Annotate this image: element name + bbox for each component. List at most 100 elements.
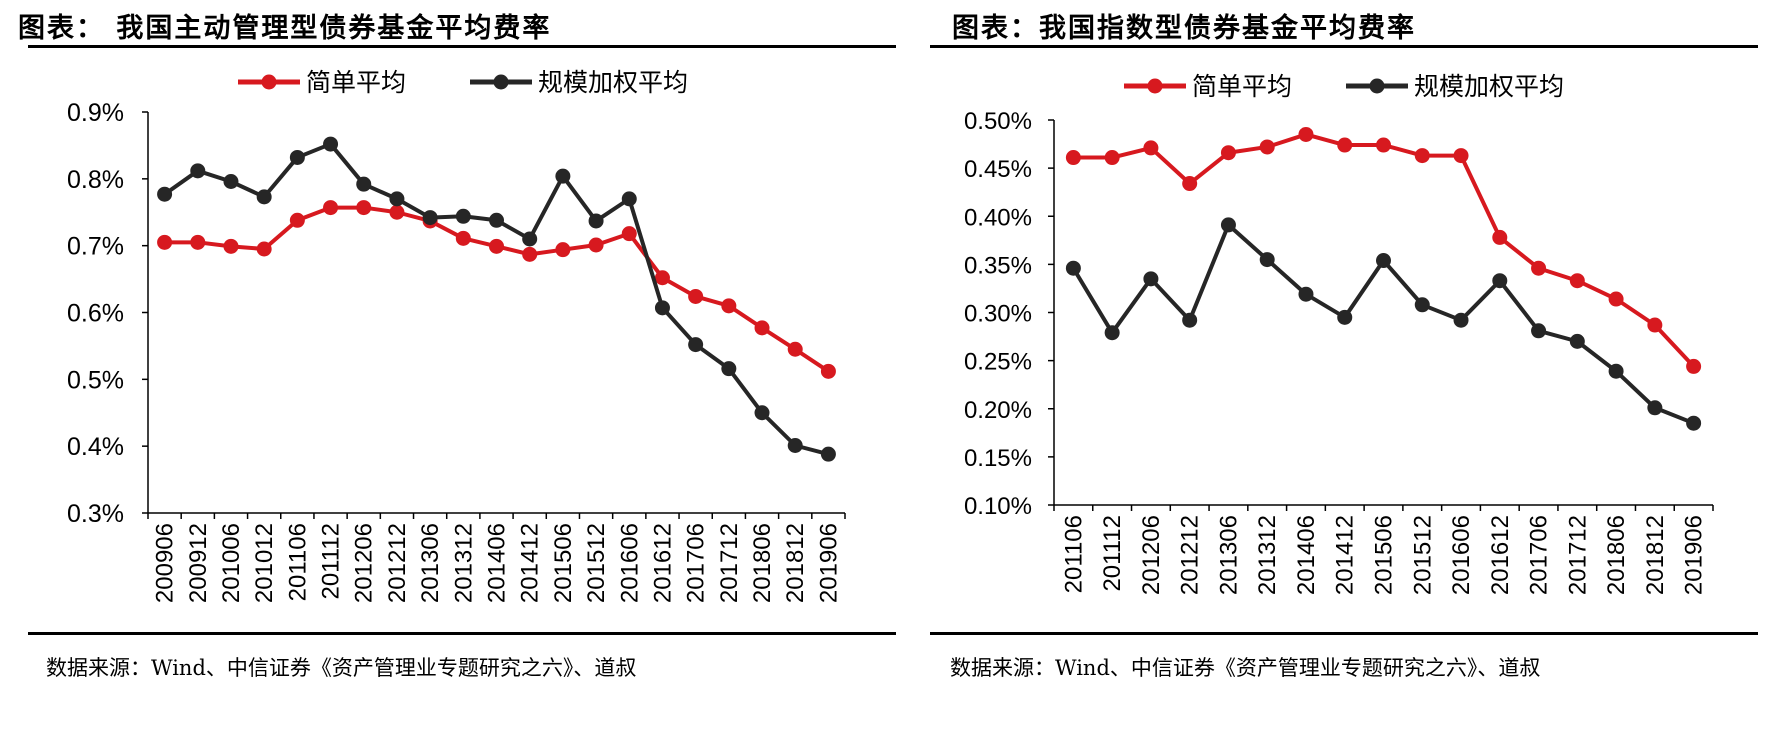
data-point [1453,312,1469,328]
data-point [1647,317,1663,333]
data-point [1337,137,1353,153]
legend-swatch-marker [261,74,277,90]
source-note: 数据来源：Wind、中信证券《资产管理业专题研究之六》、道叔 [950,656,1541,680]
data-point [455,230,471,246]
data-point [1531,260,1547,276]
data-point [289,212,305,228]
x-tick-label: 200906 [152,523,179,603]
data-point [190,234,206,250]
x-tick-label: 201906 [815,523,842,603]
x-tick-label: 201412 [1332,515,1359,595]
x-tick-label: 201712 [1564,515,1591,595]
data-point [1259,139,1275,155]
data-point [1569,273,1585,289]
data-point [1104,150,1120,166]
data-point [820,446,836,462]
data-point [522,246,538,262]
data-point [787,341,803,357]
data-point [754,320,770,336]
data-point [654,300,670,316]
x-tick-label: 201412 [517,523,544,603]
data-point [455,208,471,224]
x-tick-label: 201212 [384,523,411,603]
data-point [356,176,372,192]
data-point [522,231,538,247]
data-point [223,174,239,190]
data-point [654,270,670,286]
x-tick-label: 200912 [185,523,212,603]
data-point [157,186,173,202]
active-fund-fee-chart: 0.3% 0.4% 0.5% 0.6% 0.7% 0.8% 0.9% 200906 200912… [67,69,846,603]
y-tick-label: 0.9% [67,99,124,127]
data-point [323,136,339,152]
data-point [256,241,272,257]
data-point [356,200,372,216]
data-point [688,288,704,304]
data-point [389,204,405,220]
data-point [1376,253,1391,269]
x-tick-label: 201706 [683,523,710,603]
data-point [1220,217,1236,233]
legend-swatch-marker [493,74,509,90]
y-tick-label: 0.5% [67,366,124,394]
data-point [1220,145,1236,161]
data-point [1298,286,1314,302]
data-point [820,363,836,379]
y-tick-label: 0.8% [67,166,124,194]
data-point [1143,271,1159,287]
y-tick-label: 0.3% [67,500,124,528]
y-tick-label: 0.50% [964,108,1032,135]
x-tick-label: 201812 [1642,515,1669,595]
data-point [422,210,438,226]
data-point [1182,176,1198,192]
x-tick-label: 201306 [417,523,444,603]
data-point [256,189,272,205]
x-tick-label: 201512 [1409,515,1436,595]
data-point [1298,126,1314,142]
x-tick-label: 201212 [1177,515,1204,595]
y-tick-label: 0.15% [964,445,1032,472]
index-fund-fee-chart: 0.10% 0.15% 0.20% 0.25% 0.30% 0.35% 0.40% 0.45%… [964,73,1714,595]
data-point [555,242,571,258]
data-point [157,234,173,250]
y-tick-label: 0.40% [964,204,1032,231]
data-point [1647,400,1663,416]
data-point [389,191,405,207]
top-divider [930,45,1758,48]
data-point [323,200,339,216]
data-point [1065,150,1081,166]
y-tick-label: 0.45% [964,156,1032,183]
x-tick-label: 201006 [218,523,245,603]
data-point [1414,148,1430,164]
x-tick-label: 201312 [1254,515,1281,595]
data-point [721,298,737,314]
x-tick-label: 201106 [284,523,311,601]
data-point [289,149,305,165]
data-point [555,168,571,184]
data-point [1104,325,1120,341]
data-point [1337,309,1353,325]
x-tick-label: 201606 [1448,515,1475,595]
x-tick-label: 201312 [450,523,477,603]
x-tick-label: 201206 [1138,515,1165,595]
y-tick-label: 0.10% [964,493,1032,520]
data-point [1414,297,1430,313]
chart-panel-active: 图表： 我国主动管理型债券基金平均费率 0.3% 0.4% 0.5% 0.6% 0.7%… [18,13,896,680]
data-point [754,405,770,421]
x-tick-label: 201506 [550,523,577,603]
x-tick-label: 201012 [251,523,278,603]
x-tick-label: 201106 [1060,515,1087,593]
x-tick-label: 201606 [616,523,643,603]
y-tick-label: 0.4% [67,433,124,461]
chart-panel-index: 图表：我国指数型债券基金平均费率 0.10% 0.15% 0.20% 0.25% 0.3… [930,0,1779,745]
data-point [1259,252,1275,268]
legend-label: 规模加权平均 [1414,73,1564,101]
data-point [1143,140,1159,156]
chart-title: 图表： 我国主动管理型债券基金平均费率 [18,13,552,44]
x-tick-label: 201712 [716,523,743,603]
x-tick-label: 201512 [583,523,610,603]
y-tick-label: 0.35% [964,252,1032,279]
legend-label: 规模加权平均 [538,69,688,97]
data-point [588,213,604,229]
top-divider [28,45,896,48]
